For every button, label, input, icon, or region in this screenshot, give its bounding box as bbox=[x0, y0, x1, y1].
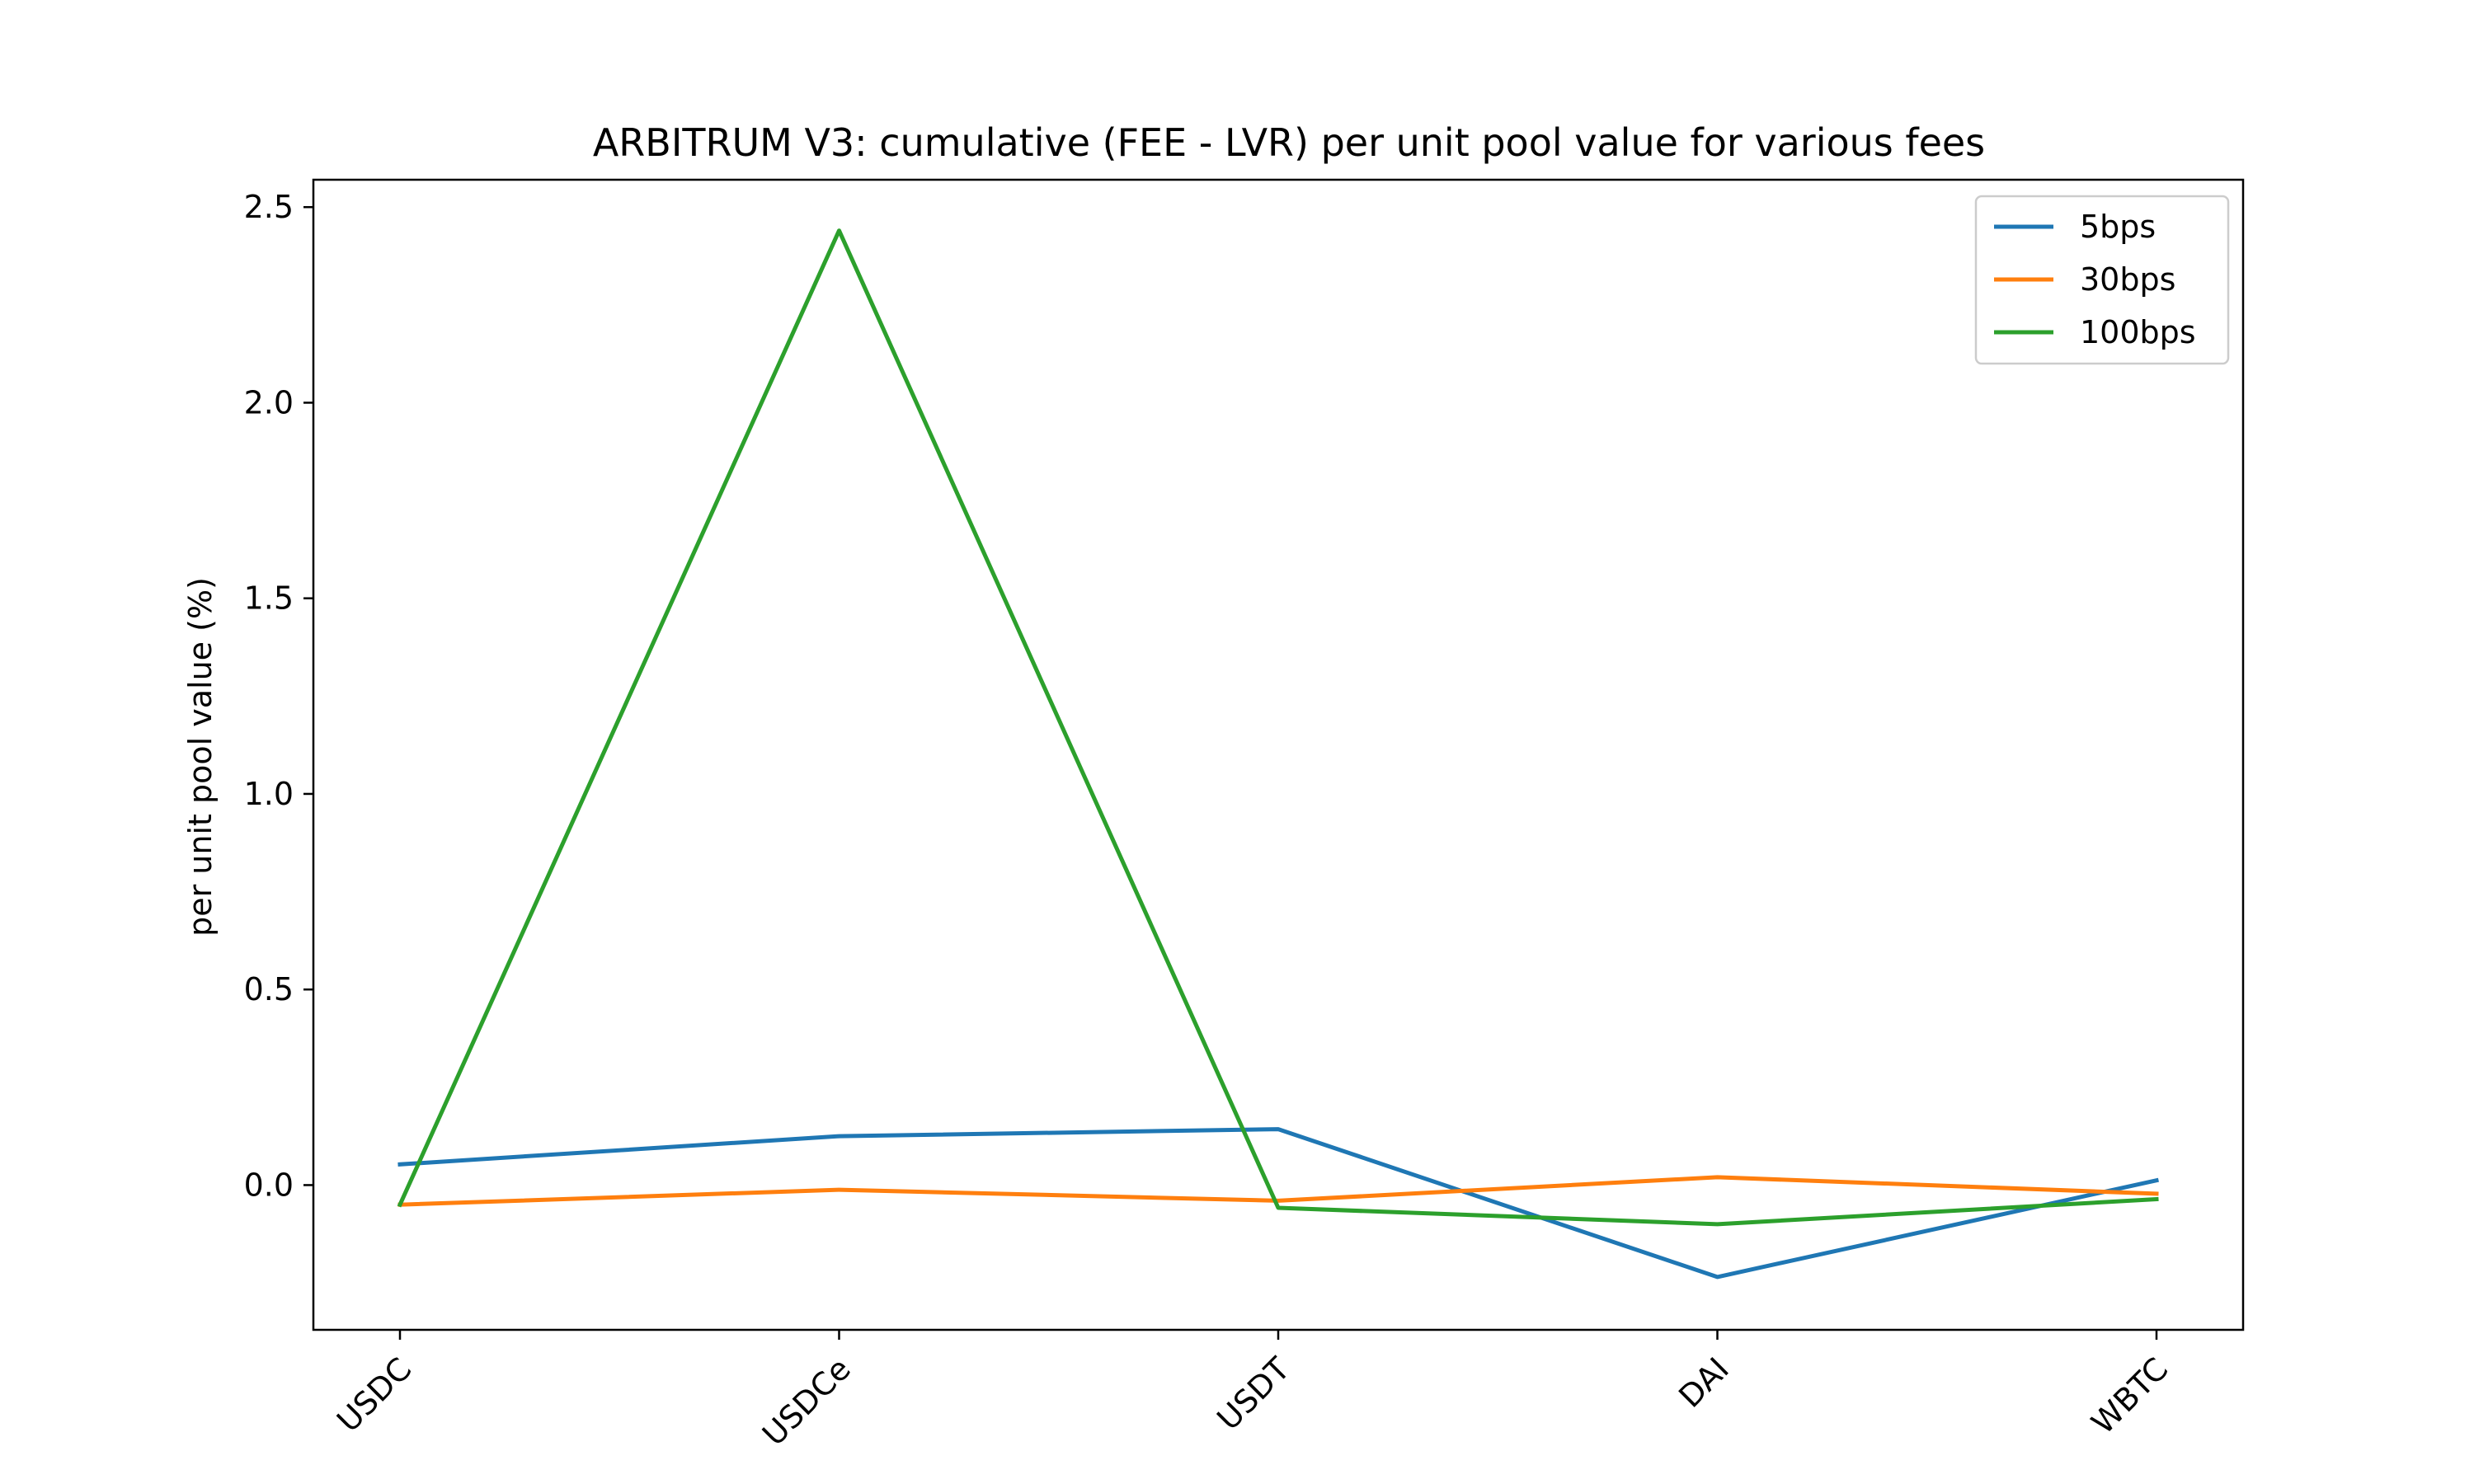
legend-label: 100bps bbox=[2080, 314, 2196, 350]
y-tick-label: 1.5 bbox=[244, 580, 294, 617]
series-line-100bps bbox=[397, 228, 2159, 1227]
y-axis-label: per unit pool value (%) bbox=[182, 577, 219, 937]
series-line-5bps bbox=[397, 1127, 2159, 1280]
y-tick-label: 2.5 bbox=[244, 189, 294, 225]
y-tick-label: 2.0 bbox=[244, 384, 294, 420]
chart-title: ARBITRUM V3: cumulative (FEE - LVR) per … bbox=[593, 120, 1985, 165]
legend: 5bps 30bps 100bps bbox=[1974, 195, 2230, 365]
legend-box bbox=[1974, 195, 2230, 365]
y-tick-label: 1.0 bbox=[244, 776, 294, 812]
legend-label: 30bps bbox=[2080, 261, 2175, 298]
plot-frame bbox=[312, 178, 2245, 1331]
series-line-30bps bbox=[397, 1175, 2159, 1207]
legend-items: 5bps 30bps 100bps bbox=[1994, 209, 2196, 350]
y-tick-label: 0.0 bbox=[244, 1167, 294, 1203]
series-lines bbox=[397, 228, 2159, 1280]
legend-label: 5bps bbox=[2080, 209, 2156, 245]
y-tick-label: 0.5 bbox=[244, 971, 294, 1007]
